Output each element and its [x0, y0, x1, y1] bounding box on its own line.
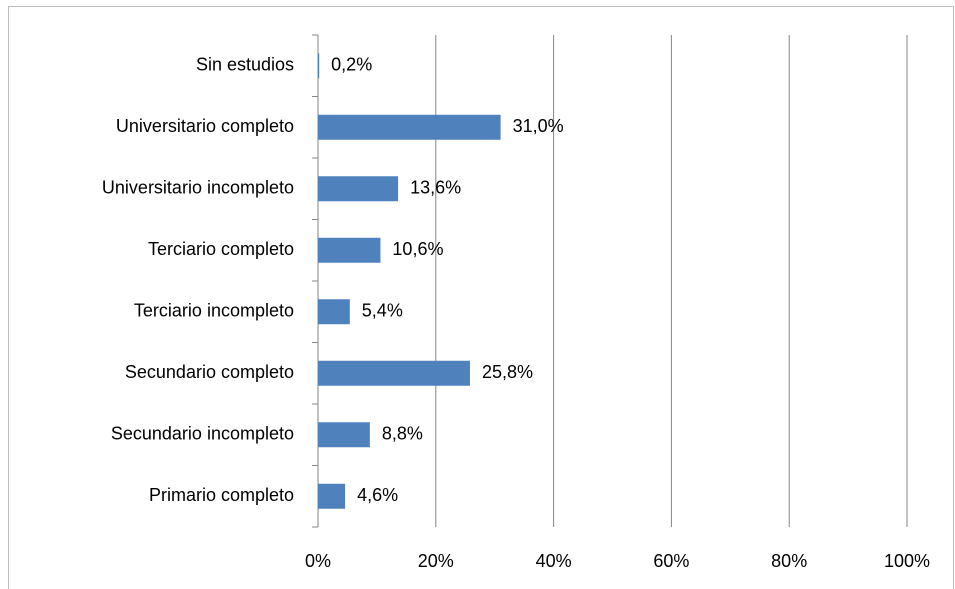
value-label: 8,8%: [382, 424, 423, 444]
bar: [318, 176, 399, 202]
bar: [318, 237, 381, 263]
value-label: 25,8%: [482, 362, 533, 382]
bar: [318, 114, 501, 140]
value-label: 13,6%: [410, 178, 461, 198]
value-label: 4,6%: [357, 485, 398, 505]
x-tick-label: 80%: [771, 551, 807, 571]
y-tick-label: Universitario completo: [116, 116, 294, 136]
y-tick-label: Secundario completo: [125, 362, 294, 382]
chart-border: [8, 6, 954, 589]
x-tick-label: 40%: [536, 551, 572, 571]
value-label: 0,2%: [331, 55, 372, 75]
bar: [318, 299, 350, 325]
bar: [318, 53, 320, 79]
bar: [318, 483, 346, 509]
x-tick-label: 0%: [305, 551, 331, 571]
x-tick-label: 100%: [884, 551, 930, 571]
x-tick-label: 20%: [418, 551, 454, 571]
bar: [318, 422, 370, 448]
y-tick-label: Secundario incompleto: [111, 424, 294, 444]
y-tick-label: Terciario completo: [148, 239, 294, 259]
value-label: 5,4%: [362, 301, 403, 321]
bar: [318, 360, 470, 386]
value-label: 31,0%: [513, 116, 564, 136]
y-tick-label: Sin estudios: [196, 55, 294, 75]
y-tick-label: Primario completo: [149, 485, 294, 505]
x-tick-label: 60%: [653, 551, 689, 571]
value-label: 10,6%: [392, 239, 443, 259]
y-tick-label: Universitario incompleto: [102, 178, 294, 198]
y-tick-label: Terciario incompleto: [134, 301, 294, 321]
